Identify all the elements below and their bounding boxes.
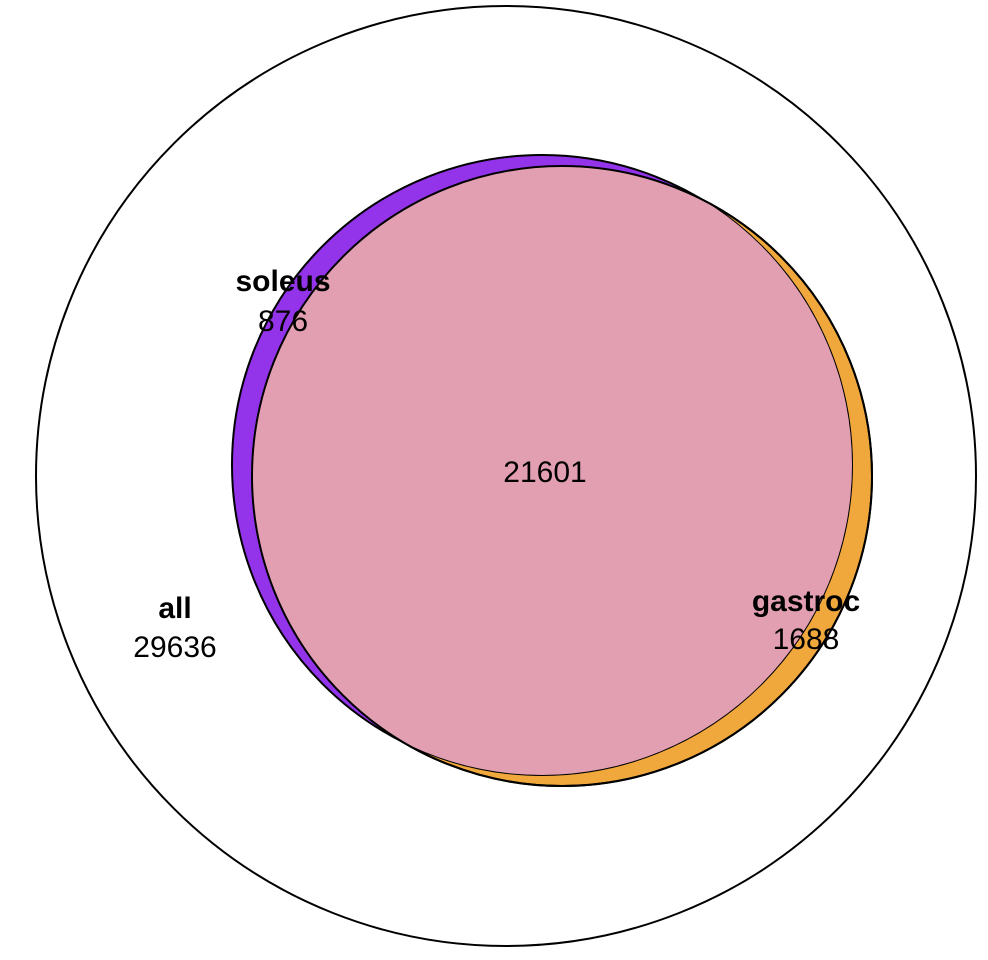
gastroc-outline — [251, 165, 873, 787]
intersection-region — [252, 166, 852, 775]
all-set-label: all — [158, 592, 191, 625]
gastroc-set-count: 1688 — [773, 623, 840, 656]
all-set-count: 29636 — [133, 631, 216, 664]
intersection-count: 21601 — [503, 456, 586, 489]
soleus-set-count: 876 — [258, 305, 308, 338]
gastroc-set-label: gastroc — [752, 585, 860, 618]
soleus-set-label: soleus — [235, 265, 330, 298]
